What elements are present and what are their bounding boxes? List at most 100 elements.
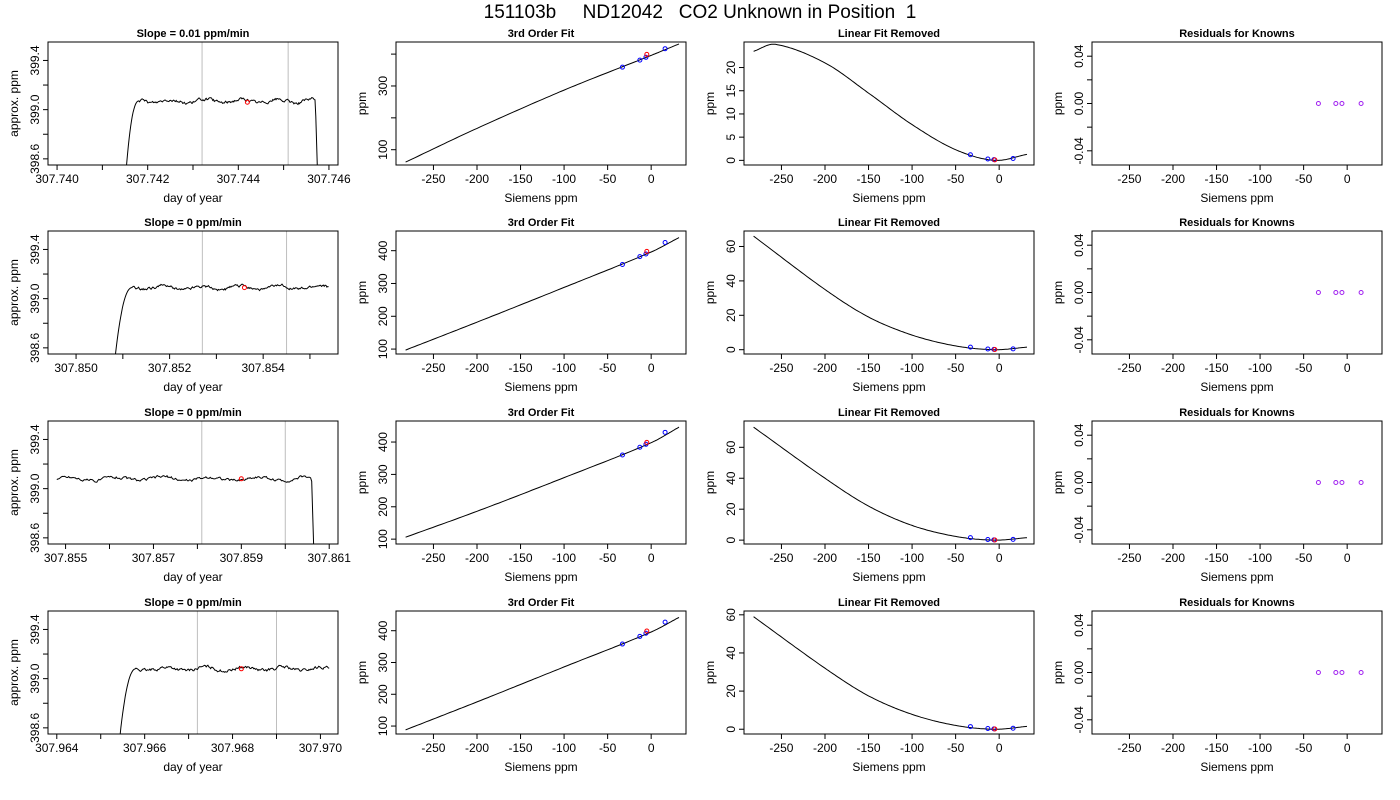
- x-tick-label: -200: [1161, 741, 1185, 755]
- y-tick-label: 40: [724, 471, 738, 485]
- panel-title: Slope = 0 ppm/min: [144, 597, 242, 609]
- residual-point: [1339, 101, 1345, 106]
- plot-area: [1315, 290, 1364, 295]
- x-tick-label: 307.852: [148, 361, 192, 375]
- plot-frame: [743, 230, 1035, 355]
- known-point: [1010, 725, 1016, 731]
- y-tick-label: 399.4: [28, 234, 42, 264]
- y-tick-label: 400: [376, 240, 390, 260]
- x-tick-label: -50: [947, 741, 965, 755]
- known-point: [1010, 156, 1016, 162]
- plot-area: [114, 231, 329, 354]
- x-axis-label: Siemens ppm: [1200, 570, 1273, 584]
- figure-title: 151103b ND12042 CO2 Unknown in Position …: [483, 2, 917, 23]
- fit-curve: [753, 235, 1028, 351]
- x-tick-label: 0: [996, 551, 1003, 565]
- y-tick-label: 20: [724, 684, 738, 698]
- x-tick-label: -150: [509, 172, 533, 186]
- y-tick-label: 20: [724, 502, 738, 516]
- x-tick-label: -100: [1248, 551, 1272, 565]
- plot-frame: [395, 610, 687, 735]
- x-tick-label: -100: [900, 741, 924, 755]
- panel-title: Linear Fit Removed: [838, 597, 940, 609]
- panel-title: 3rd Order Fit: [508, 28, 575, 40]
- y-tick-label: 60: [724, 239, 738, 253]
- y-axis-label: ppm: [1051, 471, 1065, 494]
- plot-area: [56, 421, 315, 544]
- x-tick-label: -250: [1117, 741, 1141, 755]
- x-tick-label: -200: [813, 172, 837, 186]
- sample-marker: [241, 285, 247, 291]
- y-axis-label: approx. ppm: [7, 259, 21, 326]
- known-point: [619, 261, 625, 267]
- panel-fit-row2: 3rd Order Fit -250 -200 -150 -100 -50 0 Siemens…: [355, 217, 687, 394]
- panel-title: 3rd Order Fit: [508, 407, 575, 419]
- x-tick-label: -100: [1248, 361, 1272, 375]
- x-axis-label: day of year: [163, 570, 222, 584]
- y-tick-label: 60: [724, 608, 738, 622]
- unknown-point: [644, 628, 650, 634]
- panel-resid-row4: Residuals for Knowns -250 -200 -150 -100 -50 0…: [1051, 597, 1383, 774]
- x-axis-label: Siemens ppm: [504, 191, 577, 205]
- x-tick-label: -100: [900, 551, 924, 565]
- x-tick-label: -50: [947, 361, 965, 375]
- known-point: [985, 346, 991, 352]
- residual-point: [1358, 290, 1364, 295]
- y-tick-label: 20: [724, 61, 738, 75]
- x-tick-label: -150: [857, 551, 881, 565]
- residual-point: [1339, 480, 1345, 485]
- y-tick-label: 400: [376, 432, 390, 452]
- x-tick-label: -100: [552, 361, 576, 375]
- x-tick-label: -50: [1295, 361, 1313, 375]
- x-axis-label: day of year: [163, 380, 222, 394]
- x-axis-label: day of year: [163, 760, 222, 774]
- y-axis-label: ppm: [703, 92, 717, 115]
- known-point: [967, 344, 973, 350]
- residual-point: [1358, 101, 1364, 106]
- y-tick-label: 0.04: [1072, 613, 1086, 637]
- y-tick-label: -0.04: [1072, 137, 1086, 165]
- known-point: [619, 452, 625, 458]
- residual-point: [1315, 101, 1321, 106]
- y-tick-label: 0.00: [1072, 280, 1086, 304]
- panel-resid-row3: Residuals for Knowns -250 -200 -150 -100 -50 0…: [1051, 407, 1383, 584]
- plot-frame: [743, 420, 1035, 545]
- x-axis-label: Siemens ppm: [504, 760, 577, 774]
- x-tick-label: 307.854: [241, 361, 285, 375]
- x-tick-label: -100: [552, 741, 576, 755]
- known-point: [662, 239, 668, 245]
- y-tick-label: 300: [376, 76, 390, 96]
- plot-frame: [1091, 610, 1383, 735]
- residual-point: [1358, 480, 1364, 485]
- x-tick-label: -100: [1248, 172, 1272, 186]
- x-tick-label: 0: [1344, 361, 1351, 375]
- x-axis-label: Siemens ppm: [852, 380, 925, 394]
- x-axis-label: Siemens ppm: [1200, 380, 1273, 394]
- x-tick-label: 307.964: [35, 741, 79, 755]
- unknown-point: [992, 726, 998, 732]
- x-tick-label: -50: [1295, 172, 1313, 186]
- panel-fit-row1: 3rd Order Fit -250 -200 -150 -100 -50 0 Siemens…: [355, 28, 687, 205]
- panel-linfit-row2: Linear Fit Removed -250 -200 -150 -100 -50 0 Si…: [703, 217, 1035, 394]
- x-tick-label: 307.966: [123, 741, 167, 755]
- y-tick-label: 100: [376, 529, 390, 549]
- y-axis-label: ppm: [355, 661, 369, 684]
- y-axis-label: ppm: [703, 661, 717, 684]
- y-tick-label: 0.00: [1072, 91, 1086, 115]
- x-tick-label: -250: [769, 361, 793, 375]
- y-tick-label: 0.04: [1072, 44, 1086, 68]
- x-tick-label: -200: [465, 172, 489, 186]
- plot-frame: [395, 230, 687, 355]
- y-tick-label: 399.4: [28, 614, 42, 644]
- x-tick-label: -50: [947, 172, 965, 186]
- x-tick-label: -150: [509, 741, 533, 755]
- y-axis-label: ppm: [1051, 281, 1065, 304]
- x-axis-label: Siemens ppm: [504, 380, 577, 394]
- x-tick-label: -200: [1161, 361, 1185, 375]
- y-tick-label: 20: [724, 308, 738, 322]
- known-point: [662, 46, 668, 52]
- plot-area: [753, 235, 1028, 353]
- panel-linfit-row4: Linear Fit Removed -250 -200 -150 -100 -50 0 Si…: [703, 597, 1035, 774]
- panel-linfit-row3: Linear Fit Removed -250 -200 -150 -100 -50 0 Si…: [703, 407, 1035, 584]
- sample-marker: [238, 666, 244, 672]
